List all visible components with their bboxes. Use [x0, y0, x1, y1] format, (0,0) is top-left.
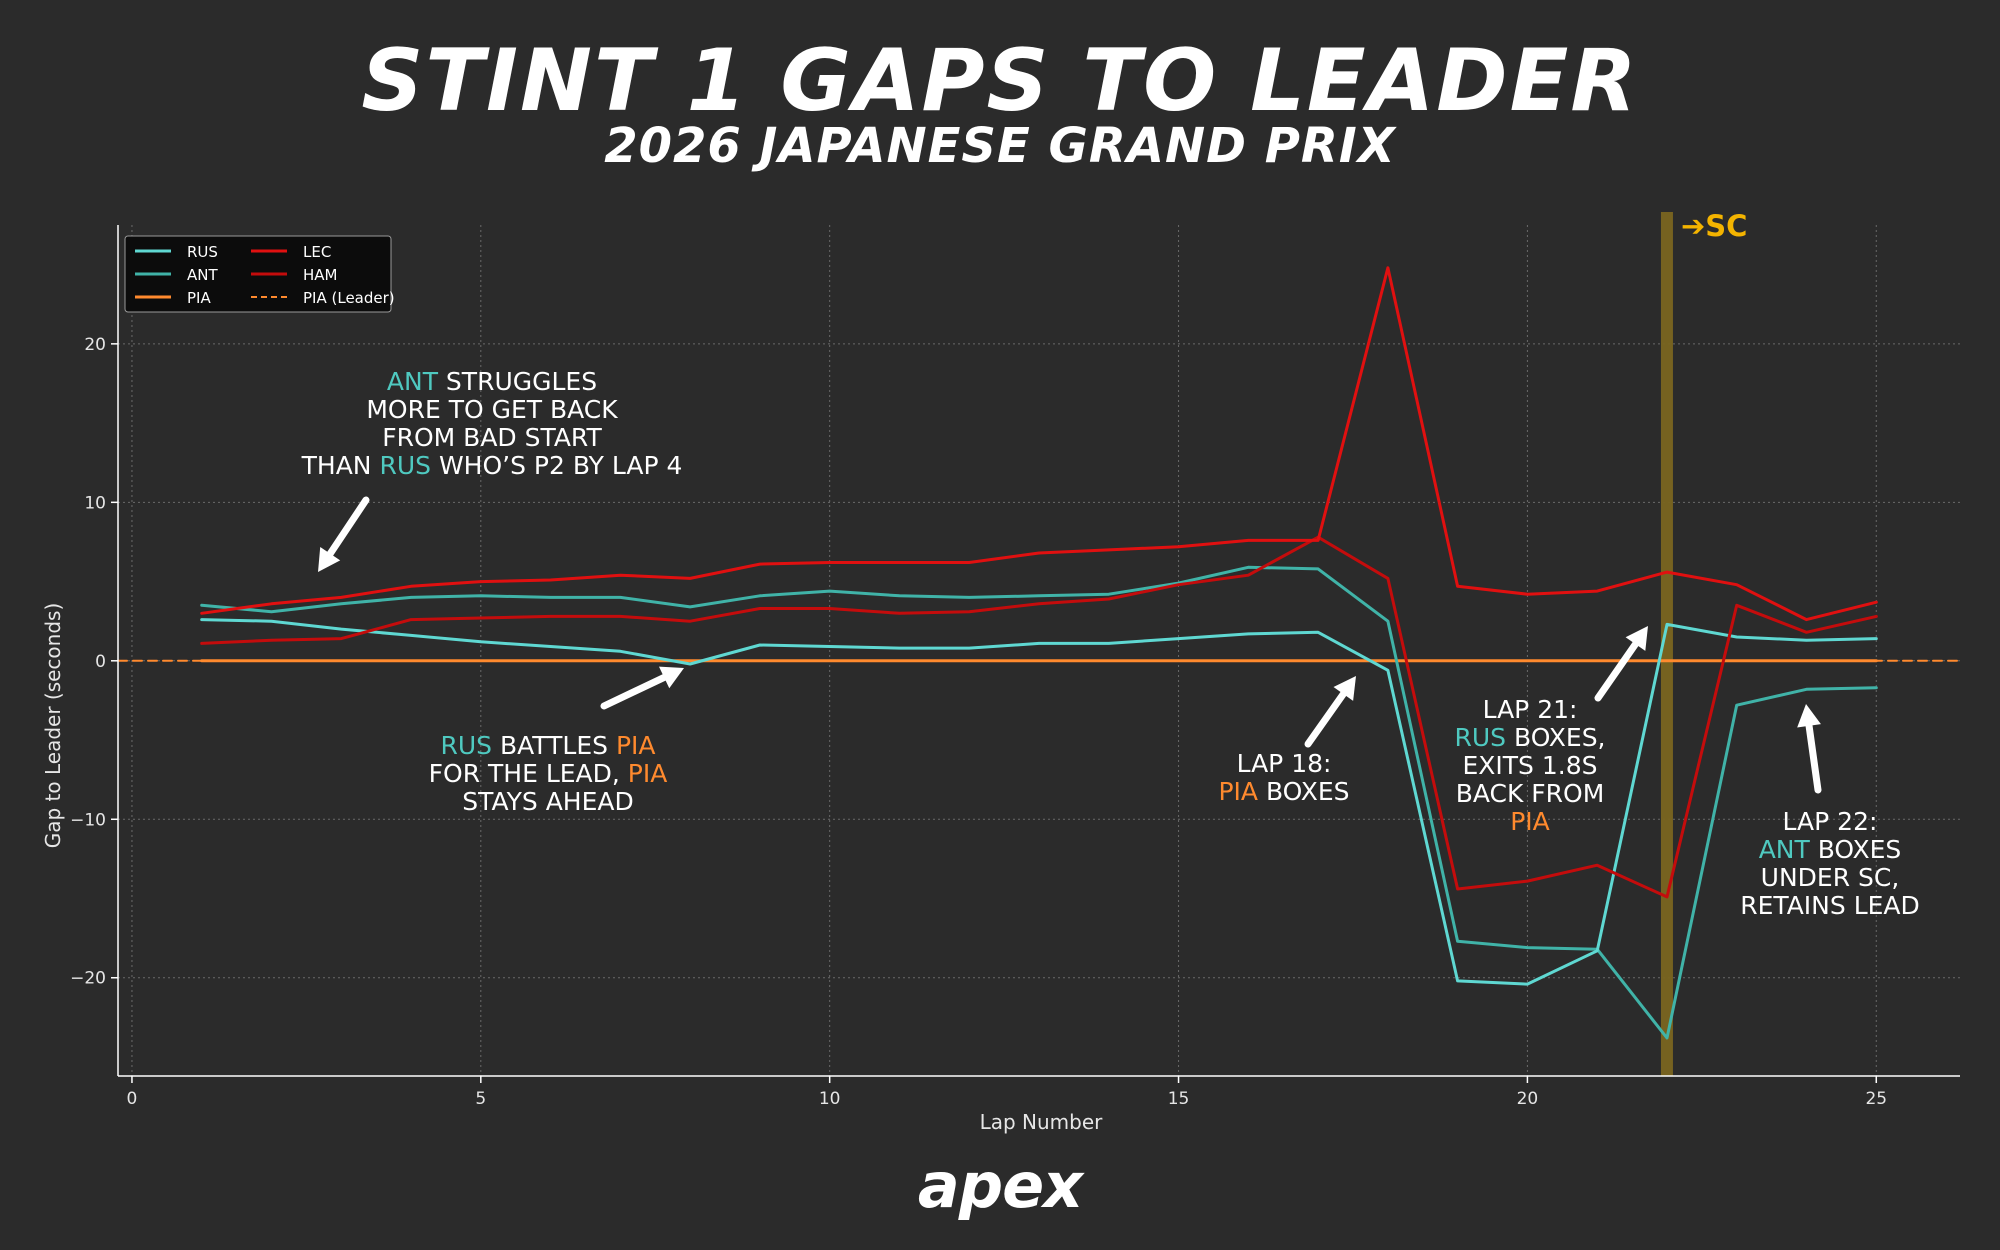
y-tick-label: −20	[70, 969, 106, 989]
annotation-text: FROM BAD START	[382, 423, 602, 452]
x-tick-label: 5	[475, 1089, 486, 1109]
series-line-ham	[200, 535, 1878, 899]
arrow-lap21-shaft	[1594, 640, 1639, 702]
annotation-text: BOXES,	[1506, 723, 1606, 752]
arrow-lap22-shaft	[1805, 722, 1822, 794]
annotation-line: UNDER SC,	[1740, 864, 1920, 892]
annotation-lap22: LAP 22: ANT BOXES UNDER SC, RETAINS LEAD	[1740, 808, 1920, 920]
series-lines	[117, 266, 1961, 1040]
annotation-text: RUS	[379, 451, 431, 480]
annotation-text: PIA	[1510, 807, 1550, 836]
x-tick-label: 15	[1168, 1089, 1190, 1109]
x-axis-label: Lap Number	[980, 1110, 1104, 1134]
annotation-line: PIA	[1454, 808, 1605, 836]
annotation-lap21: LAP 21: RUS BOXES, EXITS 1.8S BACK FROM PIA	[1454, 696, 1605, 836]
annotation-lap18: LAP 18: PIA BOXES	[1218, 750, 1349, 806]
annotation-text: MORE TO GET BACK	[366, 395, 618, 424]
y-tick-label: −10	[70, 810, 106, 830]
annotation-text: FOR THE LEAD,	[428, 759, 628, 788]
annotation-text: BOXES	[1258, 777, 1350, 806]
legend-label: PIA (Leader)	[303, 289, 395, 307]
y-axis-label: Gap to Leader (seconds)	[41, 603, 65, 849]
arrow-lap18-head	[1333, 676, 1356, 701]
safety-car-band	[1660, 212, 1673, 1076]
annotation-line: EXITS 1.8S	[1454, 752, 1605, 780]
chart-title: STINT 1 GAPS TO LEADER	[361, 31, 1639, 131]
annotation-text: PIA	[627, 759, 668, 788]
arrow-lap18-shaft	[1304, 690, 1347, 748]
annotation-text: PIA	[615, 731, 656, 760]
annotation-text: RUS	[1454, 723, 1507, 752]
annotation-line: LAP 21:	[1454, 696, 1605, 724]
arrow-rus-battles-shaft	[600, 673, 668, 710]
x-tick-label: 0	[127, 1089, 138, 1109]
annotation-line: ANT STRUGGLES	[302, 368, 683, 396]
legend-label: PIA	[187, 289, 211, 307]
x-tick-label: 25	[1865, 1089, 1887, 1109]
annotation-text: PIA	[1218, 777, 1259, 806]
grid	[118, 225, 1960, 1076]
x-tick-label: 10	[819, 1089, 841, 1109]
annotation-line: THAN RUS WHO’S P2 BY LAP 4	[302, 452, 683, 480]
annotation-line: FOR THE LEAD, PIA	[429, 760, 668, 788]
legend: RUS ANT PIA LEC HAM PIA (Leader)	[124, 235, 395, 313]
annotation-text: WHO’S P2 BY LAP 4	[431, 451, 683, 480]
arrow-lap22-head	[1797, 704, 1821, 728]
annotation-text: LAP 21:	[1482, 695, 1578, 724]
safety-car-marker: ➔SC	[1660, 209, 1747, 1076]
annotation-text: BATTLES	[492, 731, 616, 760]
brand-logo: apex	[917, 1149, 1083, 1222]
annotation-text: BOXES	[1809, 835, 1902, 864]
axes: 0 5 10 15 20 25 −20 −10 0 10 20 Lap Number Gap to Le…	[41, 225, 1960, 1134]
annotation-line: PIA BOXES	[1218, 778, 1349, 806]
annotation-text: THAN	[301, 451, 380, 480]
annotation-ant-struggles: ANT STRUGGLES MORE TO GET BACK FROM BAD ST…	[302, 368, 683, 480]
annotation-text: ANT	[1758, 835, 1810, 864]
annotation-line: STAYS AHEAD	[429, 788, 668, 816]
annotation-text: BACK FROM	[1455, 779, 1605, 808]
annotation-text: EXITS 1.8S	[1462, 751, 1598, 780]
legend-label: ANT	[187, 266, 218, 284]
annotation-line: LAP 22:	[1740, 808, 1920, 836]
annotation-text: LAP 18:	[1236, 749, 1332, 778]
annotation-text: STAYS AHEAD	[462, 787, 634, 816]
y-tick-label: 10	[84, 493, 106, 513]
annotation-rus-battles: RUS BATTLES PIA FOR THE LEAD, PIA STAYS AH…	[429, 732, 668, 816]
series-line-lec	[200, 266, 1878, 622]
annotation-line: ANT BOXES	[1740, 836, 1920, 864]
annotation-line: LAP 18:	[1218, 750, 1349, 778]
annotation-line: MORE TO GET BACK	[302, 396, 683, 424]
legend-label: HAM	[303, 266, 337, 284]
x-tick-label: 20	[1517, 1089, 1539, 1109]
annotation-text: LAP 22:	[1782, 807, 1878, 836]
legend-label: RUS	[187, 243, 218, 261]
chart-subtitle: 2026 JAPANESE GRAND PRIX	[604, 118, 1396, 174]
safety-car-label: ➔SC	[1681, 209, 1747, 243]
annotation-line: BACK FROM	[1454, 780, 1605, 808]
arrow-rus-battles-head	[658, 666, 684, 689]
annotation-text: UNDER SC,	[1760, 863, 1900, 892]
annotation-arrows	[318, 496, 1822, 794]
annotation-text: ANT	[386, 367, 438, 396]
annotation-text: STRUGGLES	[437, 367, 598, 396]
annotation-line: FROM BAD START	[302, 424, 683, 452]
annotation-line: RETAINS LEAD	[1740, 892, 1920, 920]
y-tick-label: 0	[95, 652, 106, 672]
annotation-text: RUS	[440, 731, 493, 760]
y-tick-label: 20	[84, 335, 106, 355]
annotation-line: RUS BOXES,	[1454, 724, 1605, 752]
arrow-ant-struggles-shaft	[326, 496, 370, 558]
legend-label: LEC	[303, 243, 331, 261]
arrow-lap21-head	[1625, 626, 1648, 651]
series-line-rus	[200, 618, 1878, 986]
annotation-text: RETAINS LEAD	[1740, 891, 1920, 920]
arrow-ant-struggles-head	[318, 547, 341, 572]
annotation-line: RUS BATTLES PIA	[429, 732, 668, 760]
